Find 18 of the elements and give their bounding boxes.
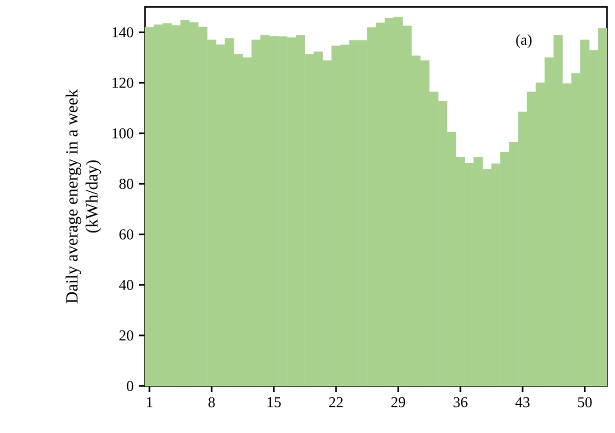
x-tick-label: 50 [578,397,592,408]
y-tick-label: 80 [119,178,134,189]
y-tick-label: 40 [119,280,134,290]
x-tick-label: 8 [208,397,215,408]
y-axis-title: Daily average energy in a week (kWh/day) [66,89,102,304]
x-tick-label: 43 [515,397,530,408]
y-tick-label: 20 [119,330,134,341]
x-tick-label: 15 [268,397,281,408]
y-tick-label: 0 [126,380,134,392]
y-tick-label: 60 [119,229,134,240]
x-tick-label: 1 [147,397,152,408]
y-tick-label: 100 [112,128,134,138]
x-tick-label: 36 [454,397,468,408]
annotation: (a) [516,34,532,48]
y-tick-label: 120 [112,78,134,88]
x-tick-label: 29 [391,397,406,408]
y-tick-label: 140 [112,27,134,38]
x-tick-label: 22 [329,397,343,408]
